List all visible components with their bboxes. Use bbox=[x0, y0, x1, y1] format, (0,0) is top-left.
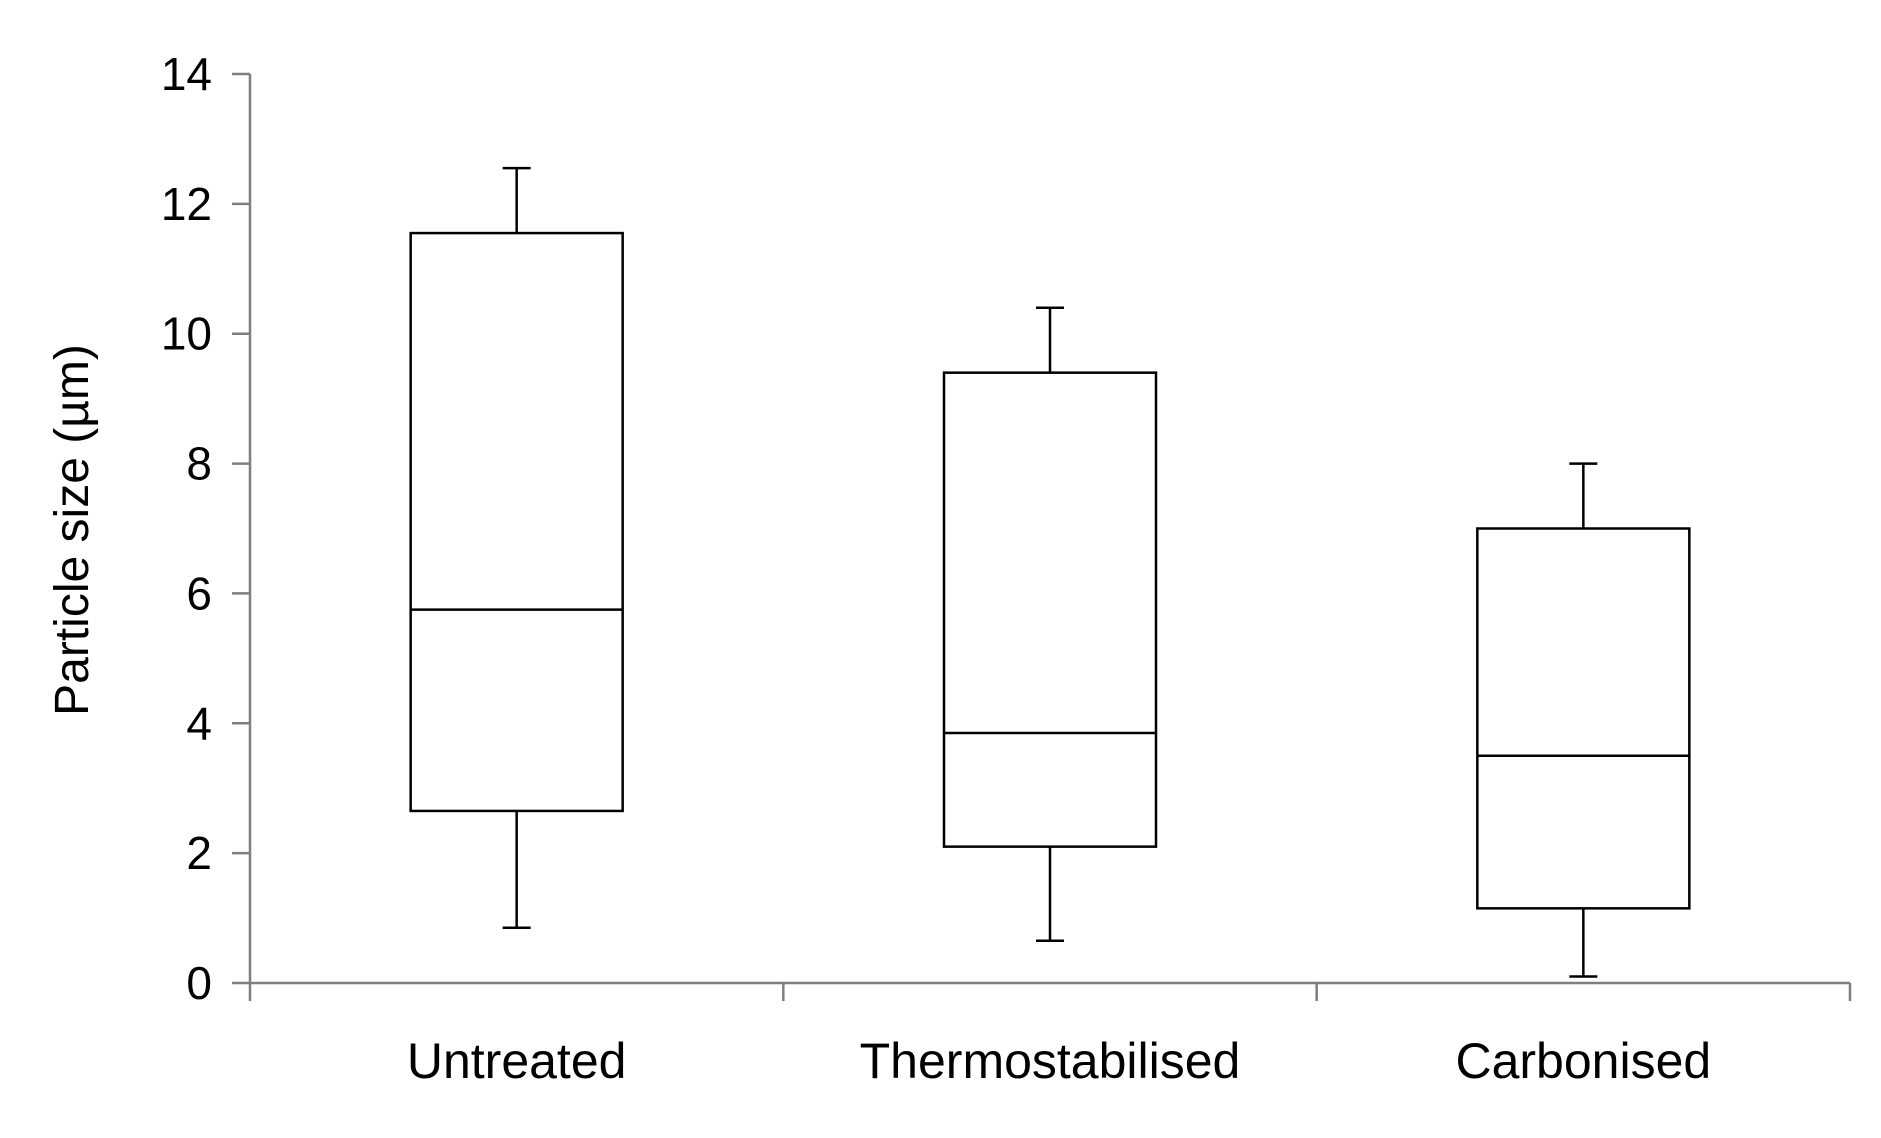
y-tick-label: 0 bbox=[186, 957, 212, 1009]
y-tick-label: 6 bbox=[186, 567, 212, 619]
y-tick-label: 14 bbox=[161, 48, 212, 100]
y-tick-label: 8 bbox=[186, 438, 212, 490]
y-tick-label: 10 bbox=[161, 308, 212, 360]
box-2 bbox=[1476, 462, 1691, 978]
box-iqr bbox=[409, 231, 624, 813]
y-tick-label: 2 bbox=[186, 827, 212, 879]
boxes bbox=[409, 166, 1691, 978]
y-tick-label: 4 bbox=[186, 697, 212, 749]
x-category-label: Untreated bbox=[407, 1033, 627, 1089]
axes: 0 2 4 6 8 10 12 14 Untreated Thermostabilised Carb… bbox=[161, 48, 1852, 1089]
x-category-label: Thermostabilised bbox=[860, 1033, 1241, 1089]
box-iqr bbox=[942, 371, 1158, 848]
y-tick-label: 12 bbox=[161, 178, 212, 230]
box-iqr bbox=[1476, 527, 1691, 910]
y-axis-title: Particle size (µm) bbox=[46, 344, 99, 716]
box-0 bbox=[409, 166, 624, 930]
x-category-label: Carbonised bbox=[1455, 1033, 1711, 1089]
box-1 bbox=[942, 306, 1158, 943]
